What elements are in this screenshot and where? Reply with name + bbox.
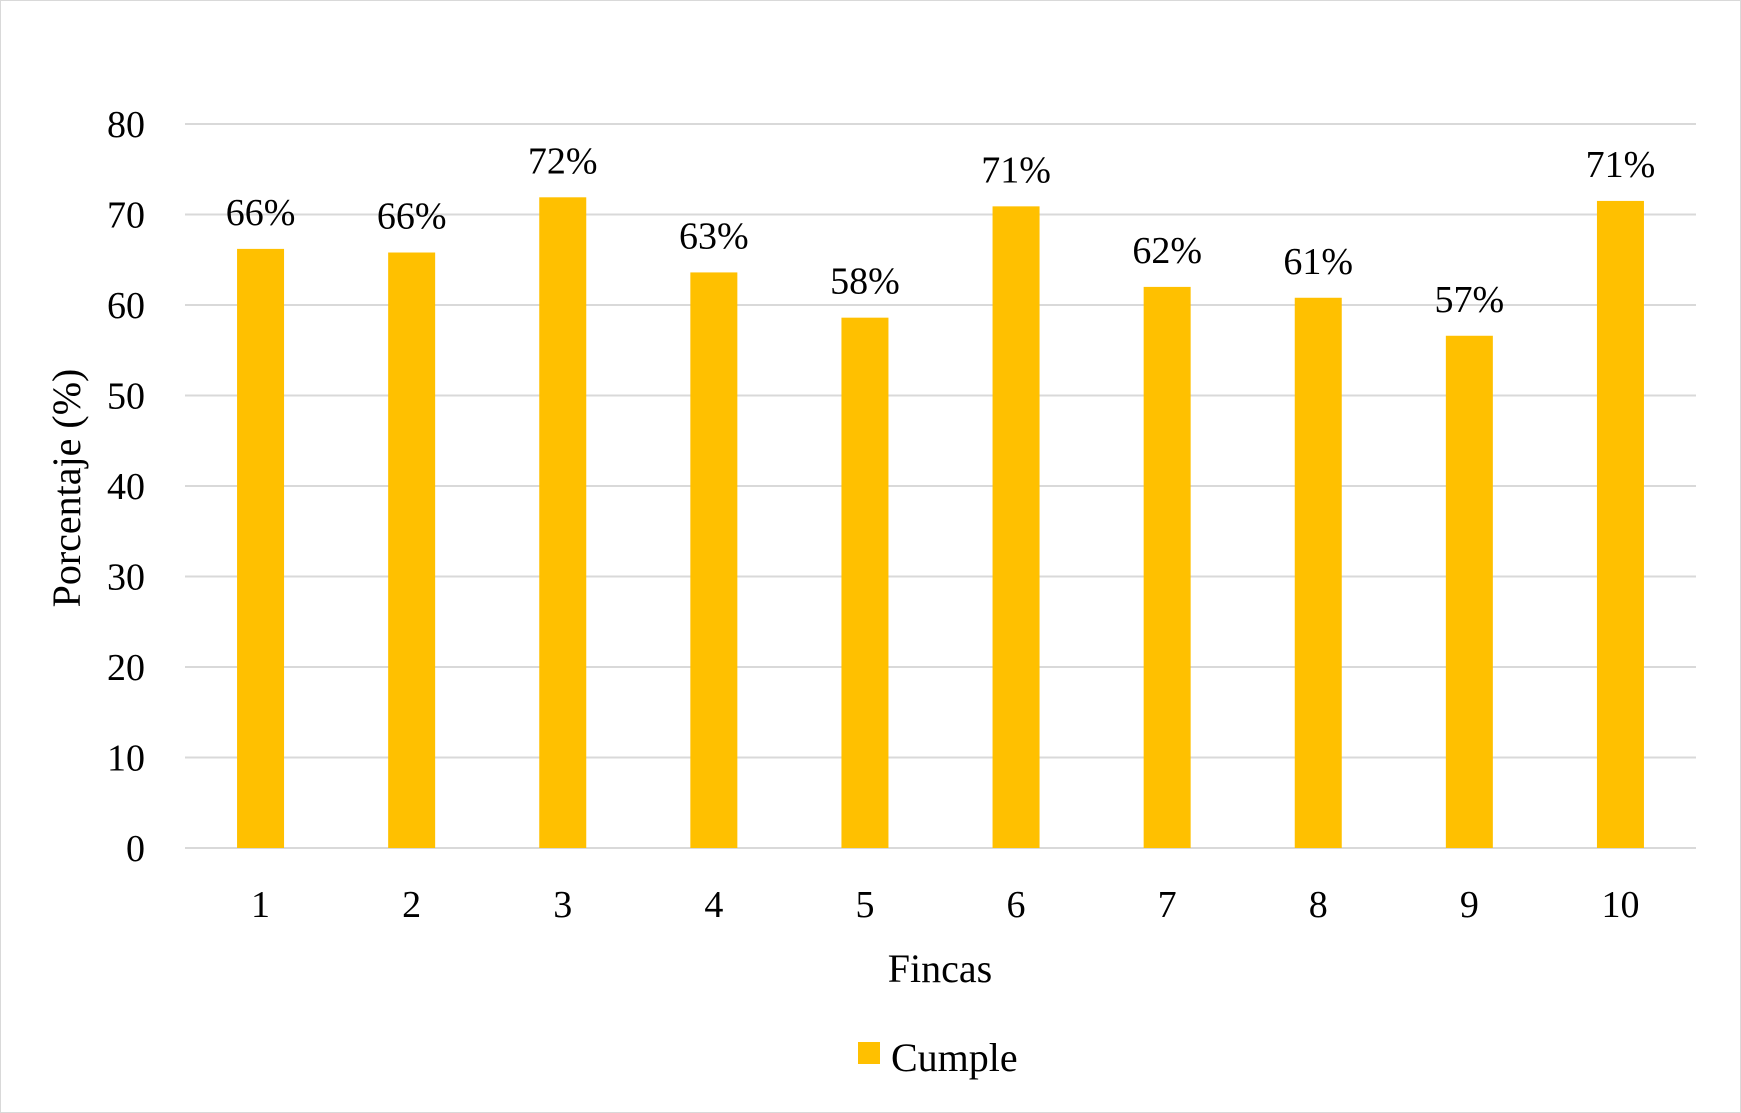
bar: [1294, 297, 1342, 848]
x-axis-ticks: 1 2 3 4 5 6 7 8 9 10: [251, 884, 1639, 926]
bar: [992, 206, 1040, 849]
x-tick-label: 8: [1309, 884, 1328, 926]
x-tick-label: 1: [251, 884, 270, 926]
y-axis-title: Porcentaje (%): [44, 369, 89, 608]
x-tick-label: 7: [1158, 884, 1177, 926]
legend-label: Cumple: [891, 1035, 1018, 1080]
y-tick-label: 30: [107, 557, 145, 599]
bar: [1143, 286, 1191, 848]
data-label: 66%: [226, 192, 296, 234]
y-tick-label: 20: [107, 647, 145, 689]
x-tick-label: 3: [553, 884, 572, 926]
legend-swatch: [858, 1042, 880, 1064]
bar: [237, 248, 285, 848]
x-axis-title: Fincas: [888, 946, 992, 991]
x-tick-label: 10: [1601, 884, 1639, 926]
y-tick-label: 0: [126, 828, 145, 870]
bar: [841, 317, 889, 848]
y-axis-ticks: 0 10 20 30 40 50 60 70 80: [107, 104, 145, 870]
y-tick-label: 50: [107, 376, 145, 418]
data-label: 63%: [679, 215, 749, 257]
y-tick-label: 70: [107, 195, 145, 237]
legend: Cumple: [858, 1035, 1018, 1080]
x-tick-label: 4: [704, 884, 723, 926]
bar: [690, 272, 738, 848]
y-tick-label: 80: [107, 104, 145, 146]
bar: [1596, 200, 1644, 849]
data-label: 71%: [1586, 144, 1656, 186]
x-tick-label: 9: [1460, 884, 1479, 926]
x-tick-label: 6: [1007, 884, 1026, 926]
data-label: 58%: [830, 261, 900, 303]
data-label: 62%: [1132, 230, 1202, 272]
gridlines: [185, 123, 1696, 849]
y-tick-label: 10: [107, 738, 145, 780]
data-label: 72%: [528, 140, 598, 182]
bar: [539, 197, 587, 848]
y-tick-label: 60: [107, 285, 145, 327]
y-tick-label: 40: [107, 466, 145, 508]
data-label: 57%: [1435, 279, 1505, 321]
bar: [388, 252, 436, 848]
bar: [1445, 335, 1493, 848]
data-labels: 66% 66% 72% 63% 58% 71% 62% 61% 57% 71%: [226, 140, 1656, 320]
x-tick-label: 2: [402, 884, 421, 926]
data-label: 66%: [377, 196, 447, 238]
data-label: 61%: [1283, 241, 1353, 283]
data-label: 71%: [981, 149, 1051, 191]
x-tick-label: 5: [855, 884, 874, 926]
bars: [237, 197, 1644, 849]
